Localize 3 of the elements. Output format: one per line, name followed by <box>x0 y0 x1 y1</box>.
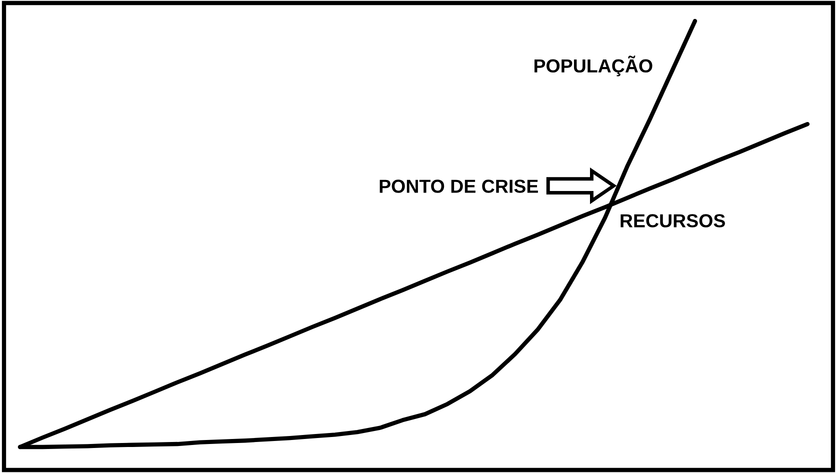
series-label: POPULAÇÃO <box>534 56 652 76</box>
series-label: RECURSOS <box>620 214 725 228</box>
annotation: PONTO DE CRISE <box>380 180 538 193</box>
